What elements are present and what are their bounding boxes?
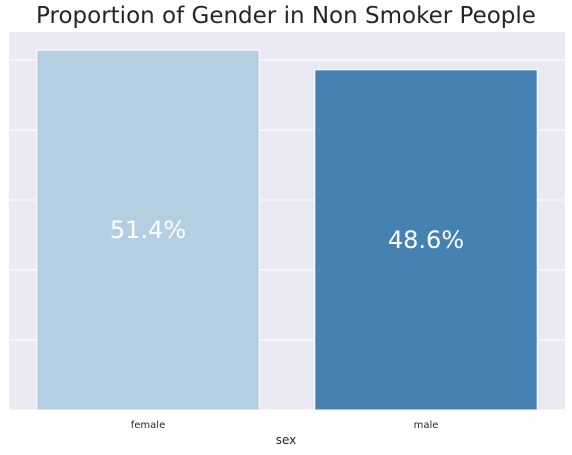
bar-value-label-female: 51.4%: [110, 216, 186, 244]
x-tick-label-female: female: [131, 420, 165, 431]
x-tick-labels: female male: [131, 420, 439, 431]
chart-title: Proportion of Gender in Non Smoker Peopl…: [36, 3, 536, 29]
x-axis-label: sex: [275, 433, 297, 447]
bar-female: [36, 49, 260, 411]
bar-value-labels: 51.4% 48.6%: [110, 216, 464, 254]
bar-value-label-male: 48.6%: [388, 226, 464, 254]
bar-male: [314, 69, 538, 411]
bars: [36, 49, 538, 411]
x-tick-label-male: male: [414, 420, 439, 431]
